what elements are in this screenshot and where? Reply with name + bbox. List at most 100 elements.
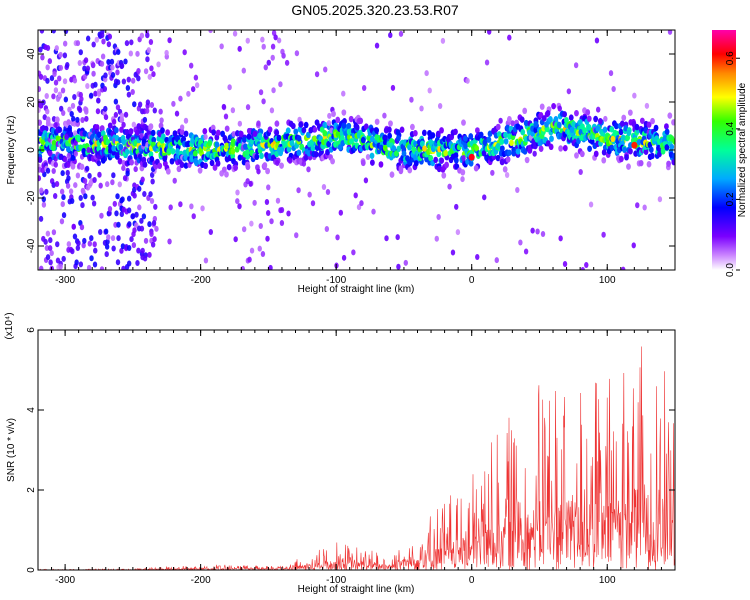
spectrogram-cell xyxy=(38,156,43,163)
spectrogram-cell xyxy=(221,103,227,110)
snr-y-ticks: 0 2 4 6 xyxy=(26,327,675,573)
y-tick-label: 2 xyxy=(26,487,37,493)
spectrogram-cell xyxy=(54,45,59,52)
colorbar-gradient xyxy=(712,30,736,270)
spectrogram-cell xyxy=(421,129,427,137)
spectrogram-cell xyxy=(486,136,492,143)
spectrogram-cell xyxy=(245,37,250,44)
spectrogram-cell xyxy=(78,261,84,268)
spectrogram-cell xyxy=(369,152,375,159)
spectrogram-cell xyxy=(499,145,505,152)
spectrogram-cell xyxy=(43,238,48,245)
spectrogram-cell xyxy=(91,70,96,77)
spectrogram-cell xyxy=(224,171,229,178)
colorbar-tick-label: 0.4 xyxy=(725,121,736,135)
spectrogram-cell xyxy=(121,165,126,172)
spectrogram-cell xyxy=(260,36,265,43)
spectrogram-cell xyxy=(121,265,126,270)
spectrogram-cell xyxy=(104,251,109,258)
spectrogram-cell xyxy=(524,156,530,164)
spectrogram-cell xyxy=(150,241,156,248)
spectrogram-cell xyxy=(428,139,434,146)
spectrogram-cell xyxy=(391,145,397,152)
spectrogram-cell xyxy=(103,228,109,235)
y-tick-label: 20 xyxy=(26,96,37,108)
spectrogram-cell xyxy=(82,237,87,244)
spectrogram-cell xyxy=(63,96,69,103)
colorbar-tick-label: 0.0 xyxy=(725,263,736,277)
spectrogram-cell xyxy=(398,30,404,37)
spectrogram-cell xyxy=(363,123,369,130)
spectrogram-cell xyxy=(503,131,508,139)
spectrogram-cell xyxy=(450,249,456,256)
spectrogram-cell xyxy=(523,248,529,255)
spectrogram-cell xyxy=(338,209,344,216)
spectrogram-cell xyxy=(78,49,83,56)
spectrogram-cell xyxy=(51,30,56,34)
spectrogram-cell xyxy=(371,208,376,215)
spectrogram-cell xyxy=(183,154,189,161)
spectrogram-cell xyxy=(286,210,291,217)
spectrogram-hot-spot xyxy=(631,141,638,149)
spectrogram-cell xyxy=(564,117,569,124)
spectrogram-cell xyxy=(287,157,293,164)
spectrogram-cell xyxy=(134,222,139,229)
spectrogram-cell xyxy=(305,131,311,139)
spectrogram-cell xyxy=(182,49,187,56)
spectrogram-cell xyxy=(241,226,247,233)
spectrogram-cell xyxy=(73,182,78,189)
spectrogram-cell xyxy=(89,255,94,262)
spectrogram-cell xyxy=(578,169,583,176)
spectrogram-cell xyxy=(89,235,94,242)
spectrogram-cell xyxy=(84,115,89,122)
spectrogram-cell xyxy=(271,87,276,94)
spectrogram-cell xyxy=(132,101,137,108)
spectrogram-cell xyxy=(593,150,599,158)
spectrogram-cell xyxy=(115,193,120,200)
spectrogram-cell xyxy=(609,126,615,133)
spectrogram-cell xyxy=(45,77,50,84)
spectrogram-cell xyxy=(360,136,366,144)
spectrogram-cell xyxy=(215,160,221,167)
spectrogram-cell xyxy=(230,152,236,160)
spectrogram-cell xyxy=(430,132,436,139)
spectrogram-cell xyxy=(298,121,304,128)
spectrogram-cell xyxy=(71,223,76,230)
spectrogram-cell xyxy=(594,37,600,44)
spectrogram-cell xyxy=(589,138,595,145)
spectrogram-cell xyxy=(600,131,606,138)
spectrogram-cell xyxy=(47,245,53,252)
spectrogram-cell xyxy=(440,37,446,44)
spectrogram-cell xyxy=(96,90,102,97)
spectrogram-cell xyxy=(249,247,255,254)
spectrogram-cell xyxy=(47,58,53,65)
spectrogram-cell xyxy=(503,138,509,145)
spectrogram-cell xyxy=(437,103,443,110)
spectrogram-cell xyxy=(58,105,64,112)
spectrogram-cell xyxy=(111,172,116,179)
spectrogram-cell xyxy=(81,242,86,249)
spectrogram-cell xyxy=(183,162,189,169)
spectrogram-cell xyxy=(518,239,523,246)
spectrogram-cell xyxy=(262,162,268,169)
spectrogram-y-ticks: -40 -20 0 20 40 xyxy=(26,48,675,253)
spectrogram-cell xyxy=(110,64,115,71)
spectrogram-cell xyxy=(66,119,71,126)
spectrogram-cell xyxy=(94,124,100,131)
snr-x-axis-title: Height of straight line (km) xyxy=(298,584,415,595)
spectrogram-cell xyxy=(102,155,108,162)
spectrogram-cell xyxy=(639,117,645,124)
spectrogram-cell xyxy=(159,117,164,124)
spectrogram-cell xyxy=(51,182,56,189)
spectrogram-cell xyxy=(323,66,328,73)
spectrogram-cell xyxy=(230,138,236,145)
spectrogram-cell xyxy=(325,148,330,156)
spectrogram-cell xyxy=(284,59,290,66)
spectrogram-cell xyxy=(580,266,585,270)
spectrogram-cell xyxy=(545,109,551,117)
x-tick-label: 100 xyxy=(599,575,616,586)
spectrogram-cell xyxy=(462,135,468,142)
spectrogram-cell xyxy=(119,62,125,69)
spectrogram-cell xyxy=(137,204,142,211)
spectrogram-cell xyxy=(51,139,57,147)
